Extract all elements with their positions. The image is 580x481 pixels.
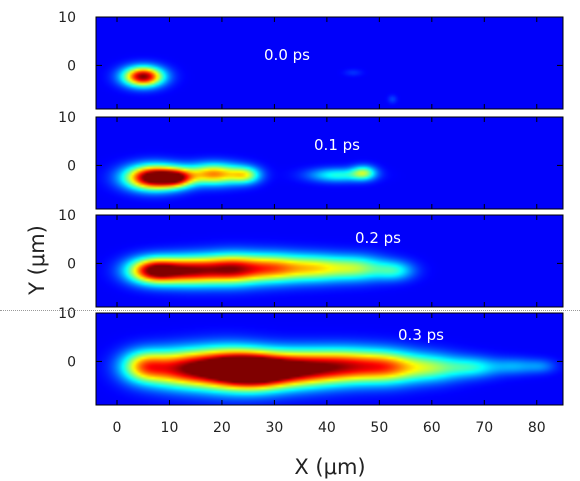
y-tick-label: 10 [58, 208, 76, 224]
panel-1: 10 0 0.1 ps [58, 110, 564, 210]
y-tick-label: 0 [67, 354, 76, 370]
panel-frame [95, 214, 564, 308]
x-axis: 0 10 20 30 40 50 60 70 80 [113, 420, 546, 436]
x-tick-label: 60 [423, 420, 441, 436]
x-tick-label: 20 [213, 420, 231, 436]
heatmap-image-1 [96, 117, 563, 209]
time-label: 0.1 ps [314, 136, 360, 154]
time-label: 0.2 ps [355, 229, 401, 247]
panel-frame [95, 312, 564, 406]
x-tick-label: 0 [113, 420, 122, 436]
y-tick-label: 0 [67, 58, 76, 74]
x-tick-label: 10 [161, 420, 179, 436]
x-axis-title: X (μm) [294, 455, 365, 479]
panel-2: 10 0 0.2 ps [58, 208, 564, 308]
y-tick-label: 0 [67, 158, 76, 174]
dotted-divider [0, 310, 580, 311]
panel-frame [95, 116, 564, 210]
time-label: 0.0 ps [264, 46, 310, 64]
heatmap-image-2 [96, 215, 563, 307]
y-tick-label: 10 [58, 10, 76, 26]
panel-3: 10 0 0.3 ps [58, 306, 564, 406]
heatmap-image-0 [96, 17, 563, 109]
x-tick-label: 50 [370, 420, 388, 436]
x-tick-label: 30 [265, 420, 283, 436]
x-tick-label: 70 [475, 420, 493, 436]
panel-frame [95, 16, 564, 110]
time-label: 0.3 ps [398, 326, 444, 344]
y-tick-label: 0 [67, 256, 76, 272]
y-tick-label: 10 [58, 306, 76, 322]
panels-group: 10 0 0.0 ps 10 0 0.1 ps 10 0 0.2 ps 10 0 0.3 ps [58, 10, 564, 406]
panel-0: 10 0 0.0 ps [58, 10, 564, 110]
x-tick-label: 80 [528, 420, 546, 436]
x-tick-label: 40 [318, 420, 336, 436]
y-axis-title: Y (μm) [25, 225, 49, 296]
y-tick-label: 10 [58, 110, 76, 126]
heatmap-image-3 [96, 313, 563, 405]
